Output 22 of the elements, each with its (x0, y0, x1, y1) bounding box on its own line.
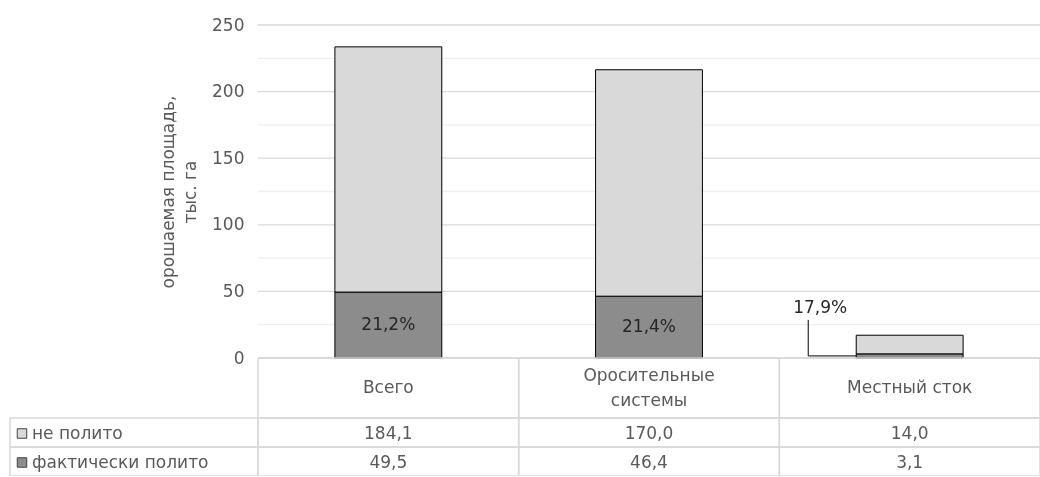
data-label: 49,5 (369, 451, 408, 472)
annotation: 21,4% (621, 316, 677, 337)
data-label: 14,0 (890, 422, 929, 443)
y-axis-title: орошаемая площадь, тыс. га (158, 95, 201, 289)
y-tick-label: 100 (212, 214, 245, 235)
y-tick-label: 250 (212, 14, 245, 35)
annotation: 21,2% (361, 314, 416, 335)
bar (855, 334, 964, 355)
legend-label: не полито (32, 422, 123, 443)
legend-label: фактически полито (32, 451, 209, 472)
x-tick-label: Оросительные системы (583, 364, 715, 410)
y-tick-label: 50 (222, 280, 245, 301)
annotation: 17,9% (793, 296, 848, 317)
y-tick-label: 150 (212, 147, 245, 168)
data-label: 170,0 (624, 422, 674, 443)
y-tick-label: 200 (212, 81, 245, 102)
y-tick-label: 0 (233, 347, 245, 368)
data-label: 184,1 (364, 422, 413, 443)
x-tick-label: Всего (362, 377, 414, 397)
data-label: 46,4 (630, 451, 668, 472)
x-tick-label: Местный сток (847, 377, 973, 397)
data-label: 3,1 (896, 451, 924, 472)
